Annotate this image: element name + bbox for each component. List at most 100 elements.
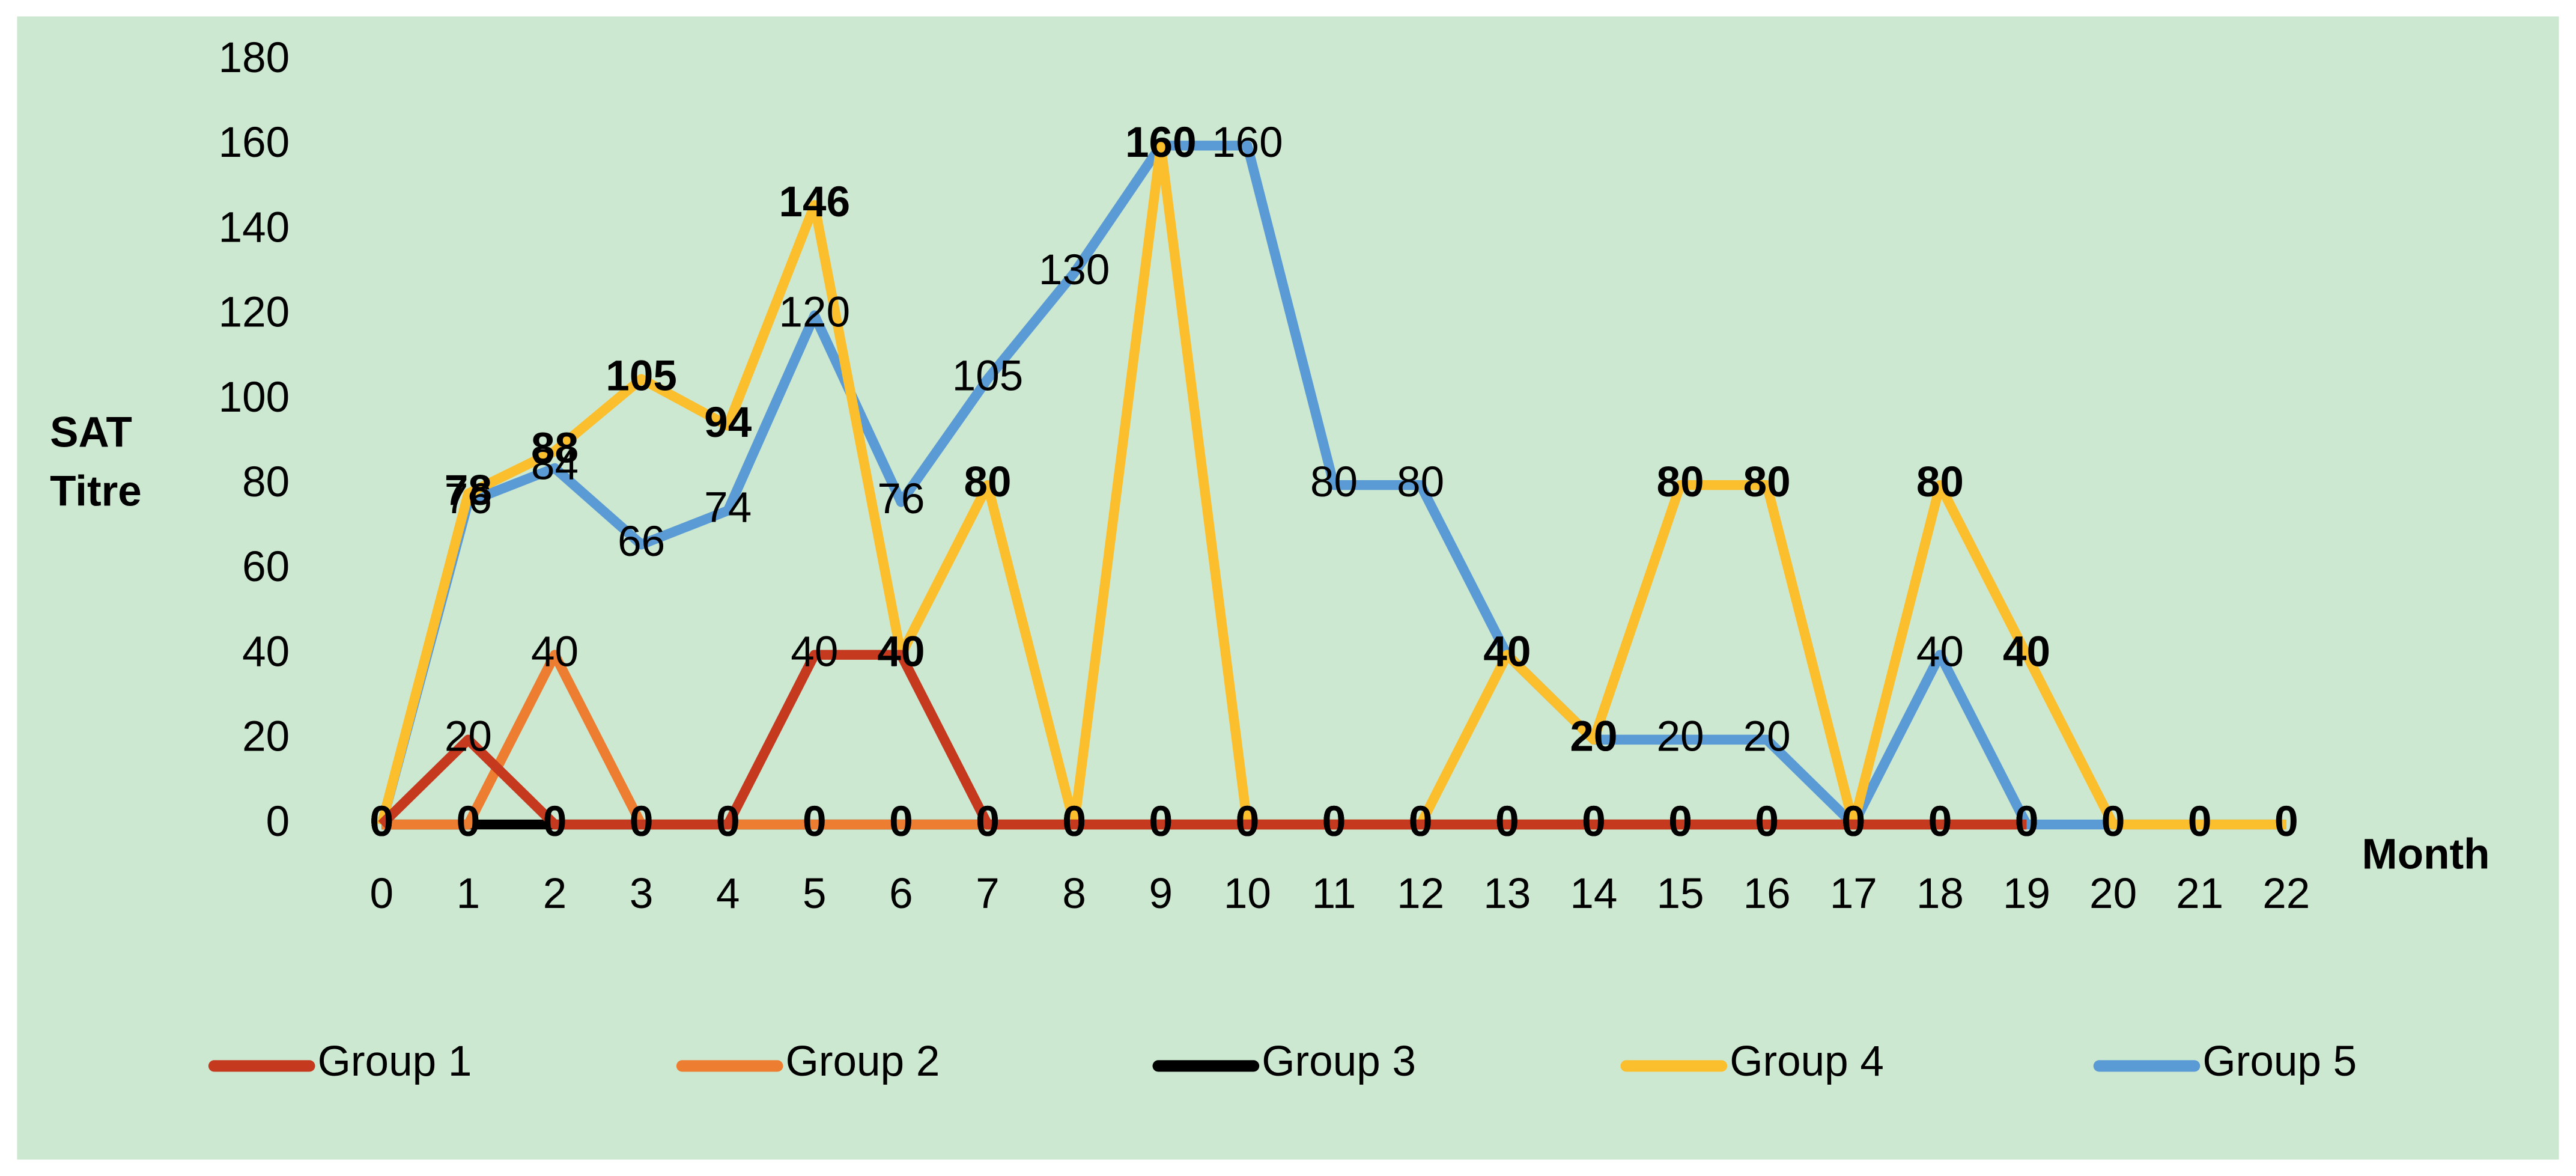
data-label: 0 bbox=[1409, 798, 1433, 845]
data-label: 0 bbox=[1409, 798, 1433, 845]
x-tick-label: 13 bbox=[1483, 870, 1531, 918]
legend-item: Group 3 bbox=[1152, 1038, 1416, 1085]
data-label: 76 bbox=[445, 475, 492, 523]
data-label: 0 bbox=[2188, 798, 2212, 845]
data-label: 0 bbox=[1322, 798, 1346, 845]
data-label: 0 bbox=[1668, 798, 1692, 845]
data-label: 0 bbox=[1236, 798, 1260, 845]
series-line bbox=[378, 650, 2027, 830]
x-tick-label: 6 bbox=[889, 870, 913, 918]
data-label: 0 bbox=[716, 798, 740, 845]
x-tick-label: 1 bbox=[457, 870, 481, 918]
data-label: 0 bbox=[630, 798, 654, 845]
x-tick-label: 16 bbox=[1743, 870, 1791, 918]
data-label: 76 bbox=[877, 475, 925, 523]
x-tick-label: 12 bbox=[1397, 870, 1444, 918]
y-axis-label-line: SAT bbox=[50, 409, 132, 456]
data-label: 40 bbox=[877, 628, 925, 675]
data-label: 80 bbox=[1310, 459, 1358, 506]
data-label: 40 bbox=[1483, 628, 1531, 675]
legend-label: Group 4 bbox=[1730, 1038, 1884, 1085]
data-label: 0 bbox=[1668, 798, 1692, 845]
data-label: 0 bbox=[1149, 798, 1173, 845]
x-tick-label: 17 bbox=[1830, 870, 1877, 918]
data-label: 0 bbox=[2015, 798, 2039, 845]
data-label: 0 bbox=[976, 798, 1000, 845]
data-label: 0 bbox=[1062, 798, 1086, 845]
data-label: 0 bbox=[1322, 798, 1346, 845]
data-label: 40 bbox=[877, 628, 925, 675]
x-tick-label: 4 bbox=[716, 870, 740, 918]
data-label: 0 bbox=[1755, 798, 1779, 845]
data-label: 80 bbox=[1397, 459, 1444, 506]
data-label: 0 bbox=[889, 798, 913, 845]
data-label: 0 bbox=[1236, 798, 1260, 845]
data-label: 40 bbox=[1483, 628, 1531, 675]
data-label: 160 bbox=[1125, 119, 1197, 166]
data-label: 0 bbox=[369, 798, 393, 845]
data-label: 0 bbox=[369, 798, 393, 845]
data-label: 0 bbox=[2101, 798, 2125, 845]
data-label: 0 bbox=[1841, 798, 1865, 845]
legend-item: Group 4 bbox=[1620, 1038, 1884, 1085]
data-label: 40 bbox=[2003, 628, 2050, 675]
data-label: 80 bbox=[1656, 459, 1704, 506]
data-label: 0 bbox=[1755, 798, 1779, 845]
x-tick-label: 15 bbox=[1656, 870, 1704, 918]
data-label: 0 bbox=[1582, 798, 1606, 845]
data-label: 0 bbox=[1928, 798, 1952, 845]
x-tick-label: 7 bbox=[976, 870, 1000, 918]
data-label: 0 bbox=[1841, 798, 1865, 845]
data-label: 74 bbox=[704, 484, 752, 531]
x-axis-label: Month bbox=[2362, 831, 2490, 879]
x-tick-label: 9 bbox=[1149, 870, 1173, 918]
lines bbox=[377, 141, 2286, 830]
data-label: 0 bbox=[543, 798, 567, 845]
data-label: 0 bbox=[1841, 798, 1865, 845]
data-label: 40 bbox=[531, 628, 579, 675]
data-label: 40 bbox=[791, 628, 838, 675]
data-label: 146 bbox=[779, 178, 851, 226]
x-tick-label: 8 bbox=[1062, 870, 1086, 918]
data-label: 0 bbox=[369, 798, 393, 845]
data-label: 0 bbox=[1409, 798, 1433, 845]
legend-label: Group 1 bbox=[318, 1038, 472, 1085]
data-label: 0 bbox=[716, 798, 740, 845]
data-label: 0 bbox=[1668, 798, 1692, 845]
data-label: 160 bbox=[1212, 119, 1283, 166]
y-tick-label: 0 bbox=[266, 798, 290, 845]
legend-item: Group 1 bbox=[208, 1038, 472, 1085]
data-label: 0 bbox=[2101, 798, 2125, 845]
data-label: 0 bbox=[1495, 798, 1519, 845]
data-label: 0 bbox=[630, 798, 654, 845]
data-label: 130 bbox=[1039, 246, 1110, 294]
data-label: 0 bbox=[2015, 798, 2039, 845]
data-label: 80 bbox=[964, 459, 1012, 506]
data-label: 0 bbox=[1928, 798, 1952, 845]
data-label: 0 bbox=[1495, 798, 1519, 845]
data-label: 0 bbox=[1495, 798, 1519, 845]
data-label: 20 bbox=[1743, 713, 1791, 761]
data-label: 0 bbox=[1236, 798, 1260, 845]
data-label: 0 bbox=[2274, 798, 2298, 845]
data-label: 0 bbox=[1062, 798, 1086, 845]
series-line bbox=[377, 141, 2286, 830]
data-label: 0 bbox=[630, 798, 654, 845]
y-tick-label: 20 bbox=[242, 713, 290, 761]
data-label: 0 bbox=[2015, 798, 2039, 845]
data-label: 20 bbox=[1570, 713, 1617, 761]
x-tick-label: 3 bbox=[630, 870, 654, 918]
y-tick-label: 140 bbox=[219, 204, 290, 251]
x-tick-label: 2 bbox=[543, 870, 567, 918]
data-label: 0 bbox=[803, 798, 827, 845]
data-label: 40 bbox=[1916, 628, 1964, 675]
data-label: 0 bbox=[1841, 798, 1865, 845]
data-label: 0 bbox=[543, 798, 567, 845]
data-label: 0 bbox=[889, 798, 913, 845]
plot-background bbox=[17, 16, 2559, 1160]
data-label: 0 bbox=[1322, 798, 1346, 845]
data-label: 0 bbox=[369, 798, 393, 845]
data-label: 0 bbox=[1236, 798, 1260, 845]
